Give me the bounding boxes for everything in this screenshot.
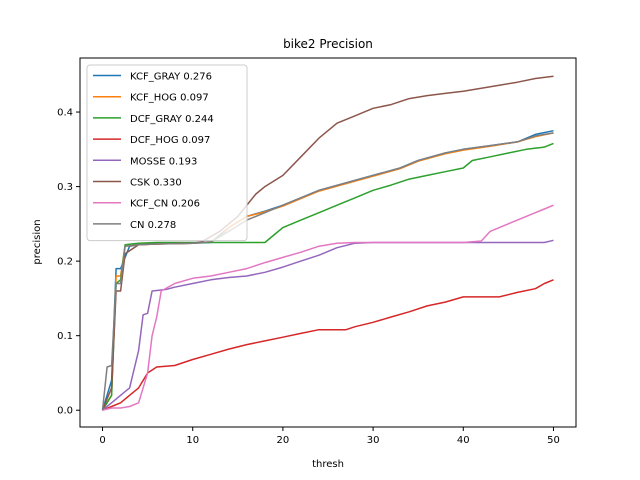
- series-line-6: [102, 204, 554, 411]
- legend-label: KCF_HOG 0.097: [130, 93, 209, 104]
- x-tick-label: 40: [457, 435, 470, 446]
- series-line-3: [102, 279, 554, 411]
- x-axis-label: thresh: [312, 459, 344, 470]
- x-tick-label: 30: [367, 435, 380, 446]
- x-tick-label: 10: [186, 435, 199, 446]
- x-tick-label: 20: [277, 435, 290, 446]
- legend-label: CSK 0.330: [130, 178, 182, 189]
- legend-label: CN 0.278: [130, 220, 176, 231]
- x-tick-label: 50: [547, 435, 560, 446]
- y-tick-label: 0.0: [57, 406, 73, 417]
- legend-label: MOSSE 0.193: [130, 156, 197, 167]
- series-line-7: [101, 132, 554, 411]
- plot-area: [101, 75, 554, 411]
- x-axis: 0 10 20 30 40 50: [99, 427, 560, 446]
- y-tick-label: 0.4: [57, 108, 73, 119]
- legend: KCF_GRAY 0.276 KCF_HOG 0.097 DCF_GRAY 0.24…: [86, 64, 248, 242]
- series-line-4: [102, 239, 554, 411]
- y-tick-label: 0.1: [57, 331, 73, 342]
- legend-label: KCF_GRAY 0.276: [130, 72, 212, 83]
- legend-label: DCF_HOG 0.097: [130, 135, 210, 146]
- y-tick-label: 0.3: [57, 182, 73, 193]
- plot-frame: [79, 57, 577, 428]
- legend-label: KCF_CN 0.206: [130, 199, 200, 210]
- series-line-2: [101, 142, 554, 411]
- y-tick-label: 0.2: [57, 257, 73, 268]
- y-axis-label: precision: [32, 219, 43, 264]
- legend-box: [86, 64, 248, 242]
- x-tick-label: 0: [99, 435, 105, 446]
- legend-label: DCF_GRAY 0.244: [130, 114, 214, 125]
- y-axis: 0.0 0.1 0.2 0.3 0.4: [57, 108, 80, 417]
- series-line-5: [101, 75, 554, 411]
- chart-title: bike2 Precision: [283, 37, 373, 51]
